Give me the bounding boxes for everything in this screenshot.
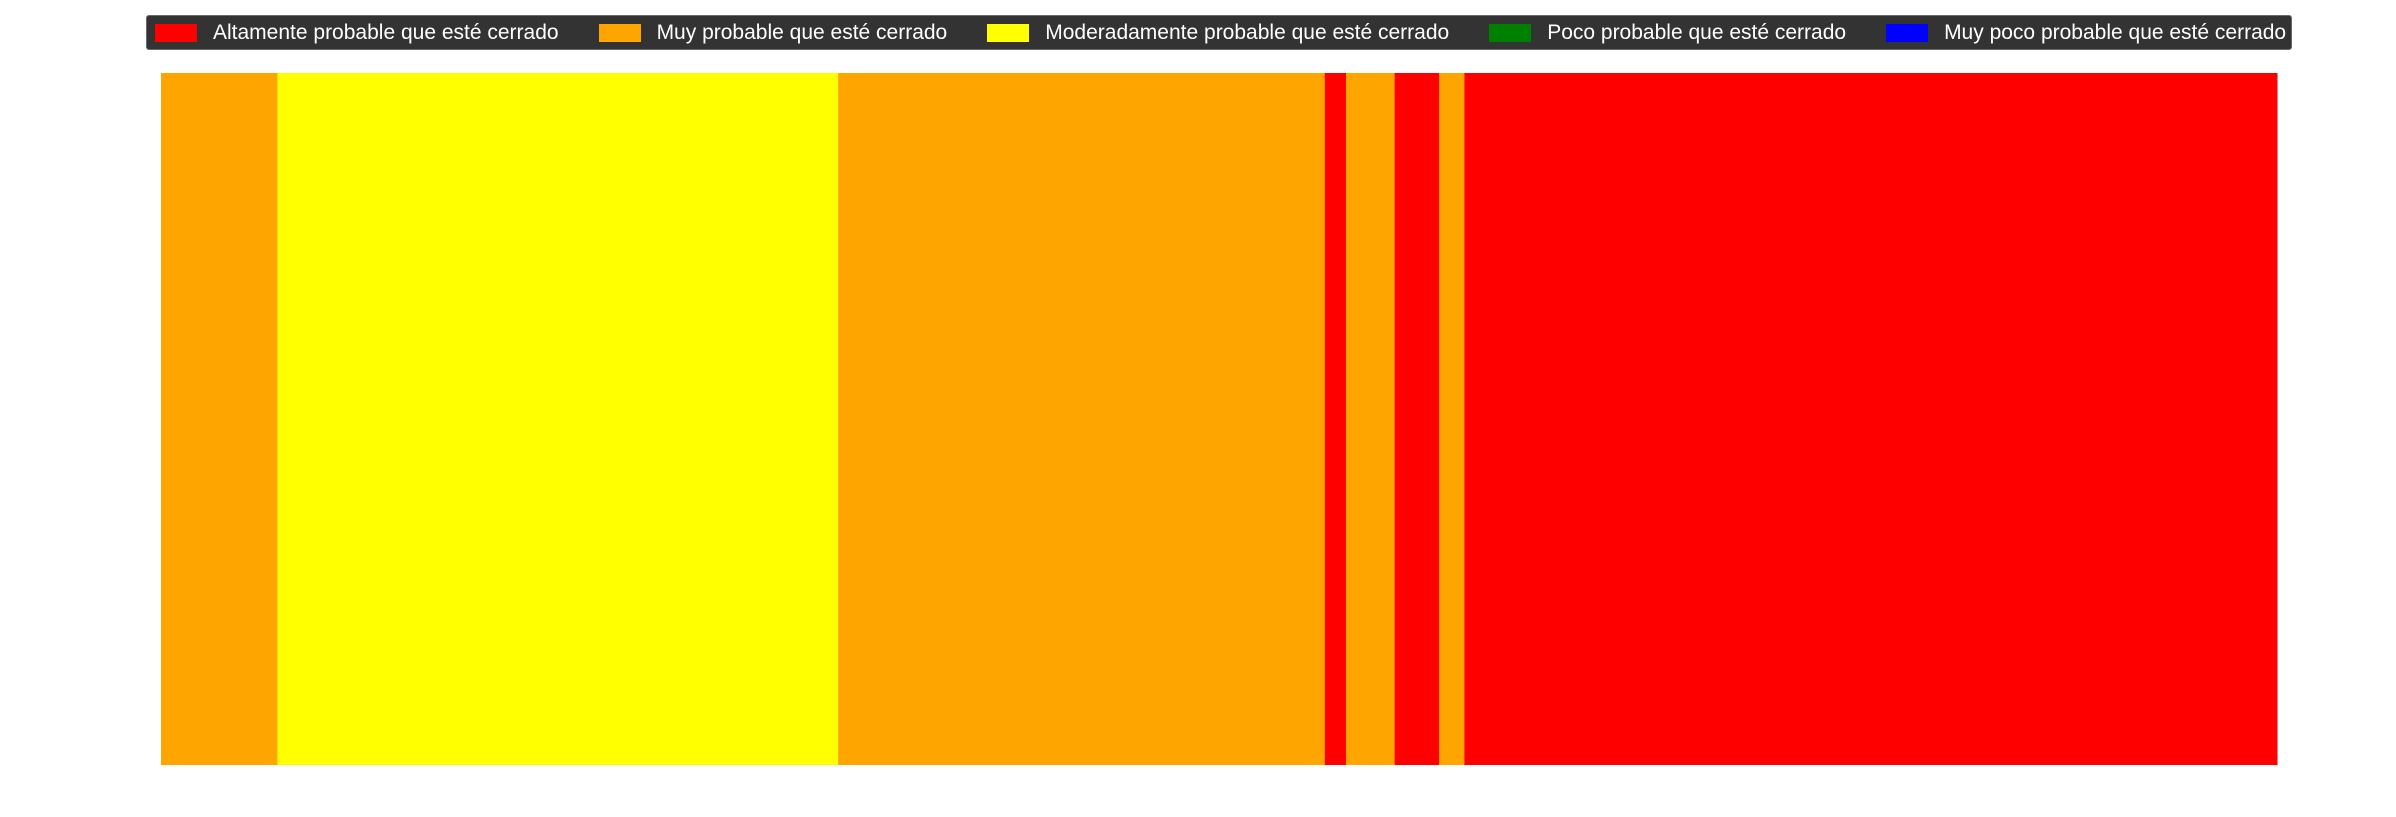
legend-label-poco-probable: Poco probable que esté cerrado — [1547, 20, 1847, 44]
legend-item-poco-probable: Poco probable que esté cerrado — [1489, 21, 1846, 45]
legend-label-muy-poco: Muy poco probable que esté cerrado — [1944, 20, 2287, 44]
strip-segment-5 — [1345, 73, 1396, 765]
legend-item-muy-probable: Muy probable que esté cerrado — [598, 20, 948, 45]
legend-item-altamente: Altamente probable que esté cerrado — [155, 21, 559, 45]
strip-segment-8 — [1464, 73, 2278, 765]
legend-swatch-poco-probable — [1489, 23, 1532, 42]
legend-item-moderadamente: Moderadamente probable que esté cerrado — [987, 21, 1449, 45]
strip-segment-7 — [1439, 73, 1465, 765]
strip-segment-6 — [1394, 73, 1440, 765]
legend-label-muy-probable: Muy probable que esté cerrado — [656, 20, 948, 44]
legend-label-moderadamente: Moderadamente probable que esté cerrado — [1045, 20, 1450, 44]
legend-swatch-muy-probable — [598, 23, 641, 42]
legend-item-muy-poco: Muy poco probable que esté cerrado — [1886, 21, 2286, 45]
strip-segment-4 — [1324, 73, 1347, 765]
strip-segment-3 — [838, 73, 1326, 765]
legend-swatch-muy-poco — [1886, 23, 1929, 42]
chart-legend: Altamente probable que esté cerrado Muy … — [146, 15, 2292, 50]
legend-swatch-altamente — [155, 23, 197, 42]
strip-segment-1 — [161, 73, 278, 765]
strip-segment-2 — [277, 73, 839, 765]
legend-swatch-moderadamente — [987, 23, 1030, 42]
legend-label-altamente: Altamente probable que esté cerrado — [213, 20, 559, 44]
